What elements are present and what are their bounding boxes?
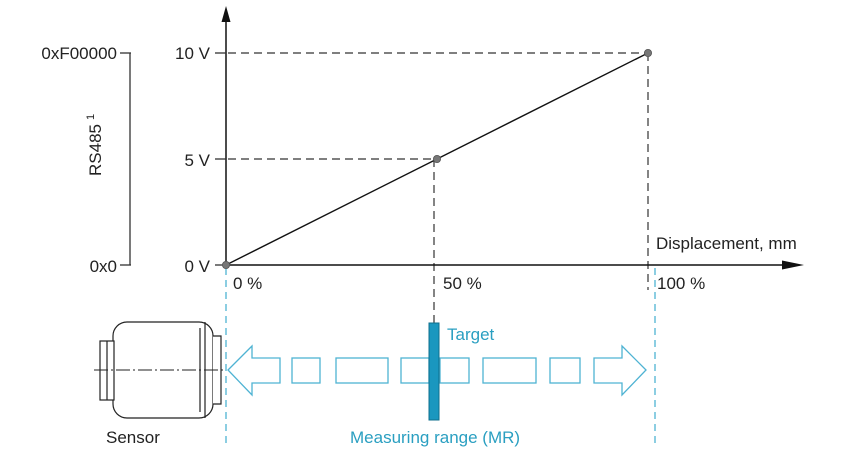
y-axis-arrowhead [221, 6, 231, 22]
data-point [432, 154, 441, 163]
range-left-arrowhead [227, 344, 281, 397]
x-tick-0pct: 0 % [233, 274, 262, 293]
sensor-label: Sensor [106, 428, 160, 447]
plot-layer [221, 49, 653, 269]
rs485-label: RS485 1 [85, 114, 105, 176]
data-point [221, 260, 230, 269]
range-boundaries [225, 268, 656, 445]
rs485-bottom-value: 0x0 [90, 257, 117, 276]
x-axis-arrowhead [782, 260, 804, 270]
x-axis-label: Displacement, mm [656, 234, 797, 253]
rs485-top-value: 0xF00000 [41, 44, 117, 63]
range-segment [291, 357, 321, 384]
main-axes [215, 6, 804, 270]
rs485-label-text: RS485 [86, 124, 105, 176]
range-right-arrowhead [593, 344, 647, 397]
range-segment [482, 357, 537, 384]
range-segment [439, 357, 470, 384]
range-segment [335, 357, 389, 384]
x-tick-100pct: 100 % [657, 274, 705, 293]
data-point [644, 49, 653, 58]
y-tick-10v: 10 V [175, 44, 211, 63]
range-segment [549, 357, 581, 384]
y-tick-0v: 0 V [184, 257, 210, 276]
y-tick-5v: 5 V [184, 151, 210, 170]
target-label: Target [447, 325, 495, 344]
rs485-superscript: 1 [85, 114, 97, 120]
range-segment [400, 357, 430, 384]
x-tick-50pct: 50 % [443, 274, 482, 293]
measuring-range-arrow-icon [227, 344, 647, 397]
target-block [428, 322, 440, 421]
rs485-axis: 0xF00000 0x0 RS485 1 [41, 44, 131, 276]
measuring-range-label: Measuring range (MR) [350, 428, 520, 447]
